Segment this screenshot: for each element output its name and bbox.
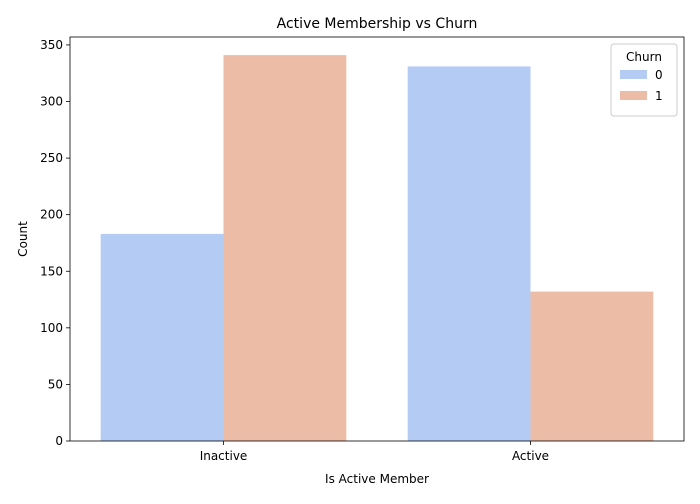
y-tick-label: 250 — [40, 151, 63, 165]
bar-inactive-churn-1 — [223, 55, 347, 442]
x-axis: Inactive Active — [200, 441, 549, 463]
y-tick-label: 150 — [40, 264, 63, 278]
x-axis-label: Is Active Member — [325, 472, 429, 486]
y-tick-label: 50 — [48, 377, 63, 391]
legend-swatch-0 — [620, 70, 647, 79]
bar-inactive-churn-0 — [100, 233, 224, 441]
y-axis-label: Count — [16, 221, 30, 257]
legend-swatch-1 — [620, 91, 647, 100]
x-tick-label: Inactive — [200, 449, 248, 463]
legend: Churn 0 1 — [610, 43, 678, 117]
y-axis: 0 50 100 150 200 250 300 350 — [40, 38, 70, 448]
x-tick-label: Active — [512, 449, 549, 463]
y-tick-label: 300 — [40, 95, 63, 109]
legend-title: Churn — [626, 50, 662, 64]
chart-title: Active Membership vs Churn — [277, 16, 478, 32]
bar-active-churn-0 — [407, 66, 531, 442]
y-tick-label: 100 — [40, 321, 63, 335]
plot-frame — [69, 36, 685, 442]
bars-group — [100, 55, 654, 442]
bar-active-churn-1 — [530, 291, 654, 441]
y-tick-label: 200 — [40, 208, 63, 222]
y-tick-label: 0 — [55, 434, 63, 448]
legend-label-1: 1 — [655, 89, 663, 103]
y-tick-label: 350 — [40, 38, 63, 52]
legend-label-0: 0 — [655, 68, 663, 82]
